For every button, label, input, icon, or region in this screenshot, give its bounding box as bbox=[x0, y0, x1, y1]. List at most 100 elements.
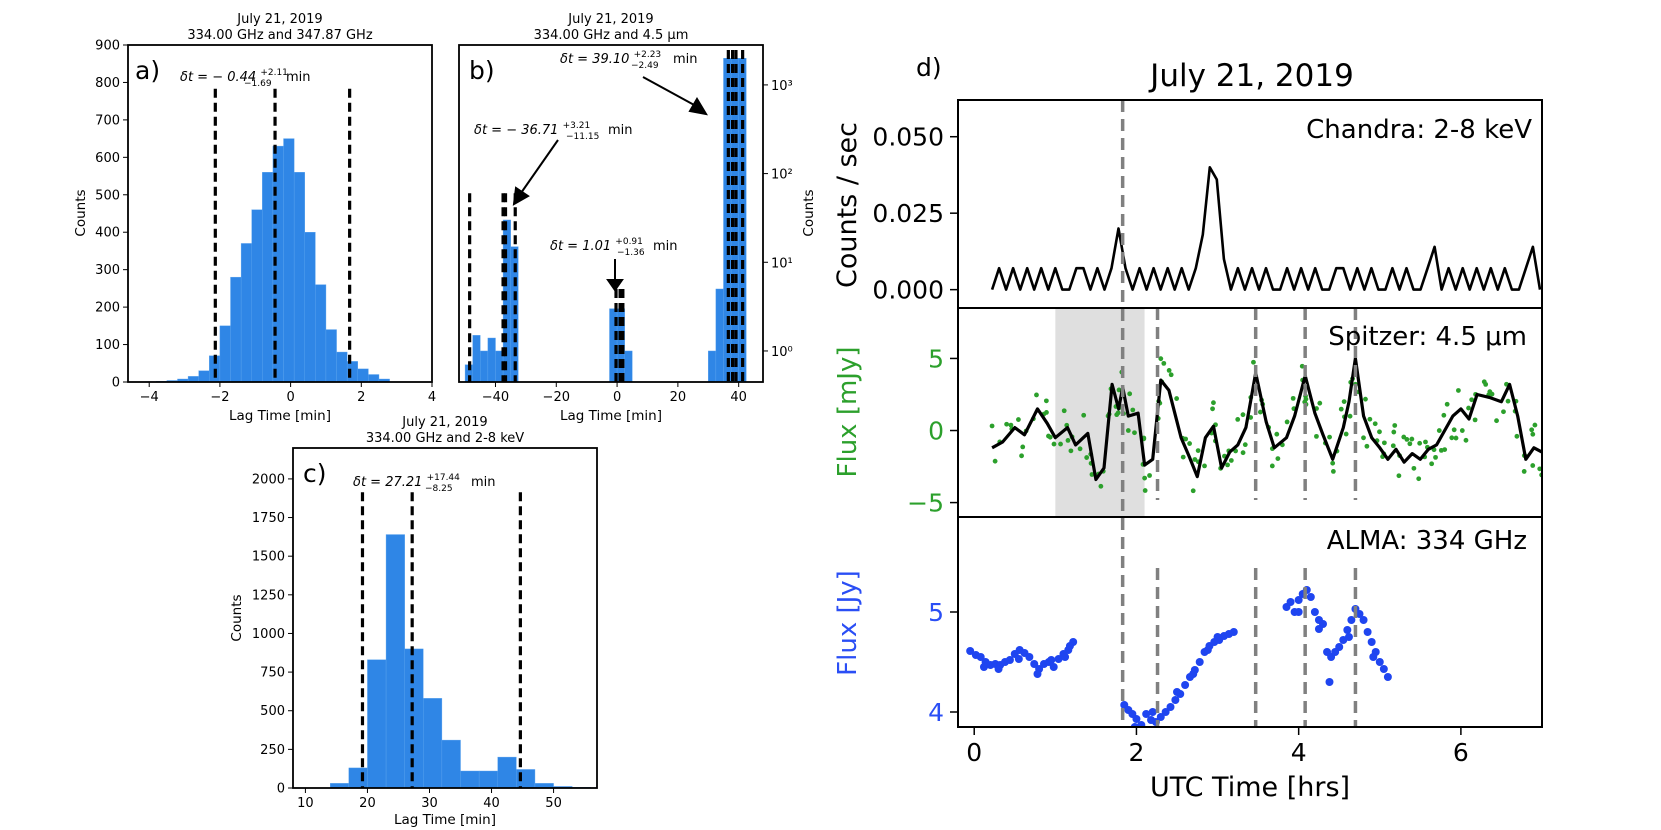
panel-c-bar bbox=[367, 659, 387, 788]
alma-point bbox=[976, 653, 985, 661]
panel-a-bar bbox=[378, 378, 390, 382]
spitzer-point bbox=[1341, 399, 1347, 404]
alma-ytick-label: 4 bbox=[928, 698, 944, 727]
alma-point bbox=[1335, 643, 1344, 651]
panel-c-ytick-label: 750 bbox=[260, 666, 285, 681]
panel-a-bar bbox=[304, 232, 316, 382]
alma-point bbox=[994, 665, 1003, 673]
spitzer-point bbox=[1127, 391, 1133, 397]
panel-c-ytick-label: 500 bbox=[260, 704, 285, 719]
alma-point bbox=[1383, 673, 1392, 681]
spitzer-point bbox=[1034, 392, 1039, 398]
panel-b-xtick-label: 40 bbox=[730, 390, 747, 405]
panel-c-bar bbox=[404, 648, 424, 788]
chandra-light-curve bbox=[990, 166, 1542, 291]
panel-b-title-line2: 334.00 GHz and 4.5 μm bbox=[534, 28, 689, 43]
panel-c-xtick-label: 30 bbox=[421, 796, 438, 811]
spitzer-point bbox=[1211, 400, 1216, 406]
alma-point bbox=[1203, 646, 1212, 654]
panel-c-bar bbox=[460, 770, 480, 788]
spitzer-point bbox=[1242, 442, 1248, 448]
alma-point bbox=[1294, 608, 1303, 616]
panel-b-bar bbox=[487, 337, 496, 382]
arrow-to-peak-minus37 bbox=[520, 139, 559, 194]
spitzer-point bbox=[1330, 469, 1336, 474]
panel-d-xtick-label: 4 bbox=[1291, 738, 1307, 767]
spitzer-point bbox=[1190, 488, 1196, 494]
panel-c-ytick-label: 0 bbox=[277, 782, 285, 797]
spitzer-point bbox=[1068, 448, 1074, 454]
panel-b-bar bbox=[480, 350, 489, 382]
arrowhead-peak-1 bbox=[606, 279, 624, 292]
panel-b-bar bbox=[472, 335, 481, 382]
panel-c-xtick-label: 40 bbox=[483, 796, 500, 811]
panel-a-bar bbox=[251, 209, 263, 382]
panel-a-xtick-label: −4 bbox=[140, 390, 159, 405]
panel-c-ytick-label: 1750 bbox=[252, 511, 285, 526]
spitzer-point bbox=[1303, 396, 1309, 402]
alma-point bbox=[1355, 610, 1364, 618]
spitzer-point bbox=[1529, 427, 1535, 433]
panel-c-ytick-label: 1250 bbox=[252, 588, 285, 603]
spitzer-shaded-region bbox=[1055, 309, 1145, 517]
spitzer-point bbox=[1489, 391, 1495, 397]
panel-c-label: c) bbox=[303, 459, 327, 488]
alma-point bbox=[1049, 663, 1058, 671]
spitzer-point bbox=[1404, 437, 1410, 442]
spitzer-point bbox=[1532, 422, 1538, 428]
spitzer-point bbox=[1166, 367, 1172, 373]
spitzer-point bbox=[1210, 406, 1215, 412]
panel-b-annotation-1-unit: min bbox=[673, 52, 698, 67]
spitzer-point bbox=[1392, 423, 1398, 428]
alma-point bbox=[1054, 655, 1063, 663]
spitzer-point bbox=[1004, 421, 1010, 427]
spitzer-point bbox=[1330, 460, 1336, 466]
panel-b-bar bbox=[624, 350, 633, 382]
panel-a-bar bbox=[198, 370, 210, 382]
panel-c-xtick-label: 20 bbox=[359, 796, 376, 811]
spitzer-point bbox=[1235, 416, 1241, 422]
panel-a-ytick-label: 100 bbox=[95, 338, 120, 353]
panel-a-ytick-label: 400 bbox=[95, 226, 120, 241]
spitzer-point bbox=[1132, 430, 1137, 436]
spitzer-point bbox=[1317, 400, 1323, 406]
spitzer-ytick-label: 0 bbox=[928, 417, 944, 446]
alma-point bbox=[1375, 658, 1384, 666]
panel-a-xtick-label: −2 bbox=[210, 390, 229, 405]
spitzer-point bbox=[1416, 476, 1422, 482]
spitzer-point bbox=[1043, 398, 1049, 404]
panel-b-annotation-2-main: δt = − 36.71 bbox=[474, 123, 558, 138]
spitzer-point bbox=[1409, 436, 1415, 442]
alma-ytick-label: 5 bbox=[928, 598, 944, 627]
spitzer-label: Spitzer: 4.5 μm bbox=[1328, 322, 1527, 352]
panel-c-annotation-main: δt = 27.21 bbox=[353, 475, 422, 490]
spitzer-point bbox=[1202, 463, 1207, 469]
panel-a-title-line1: July 21, 2019 bbox=[236, 12, 322, 27]
spitzer-point bbox=[1174, 396, 1180, 401]
panel-b-title-line1: July 21, 2019 bbox=[567, 12, 653, 27]
panel-a-bar bbox=[325, 329, 337, 382]
spitzer-point bbox=[1381, 440, 1387, 446]
alma-points bbox=[966, 586, 1392, 727]
alma-point bbox=[1229, 628, 1238, 636]
alma-point bbox=[1347, 616, 1356, 624]
spitzer-points bbox=[989, 356, 1542, 494]
spitzer-point bbox=[1347, 413, 1353, 419]
spitzer-point bbox=[1327, 434, 1332, 440]
panel-a-ticks: −4 −2 0 2 4 0 100 200 300 400 500 600 700 800 900 bbox=[95, 39, 436, 406]
spitzer-point bbox=[1417, 440, 1423, 446]
panel-a-xtick-label: 0 bbox=[286, 390, 294, 405]
alma-point bbox=[1181, 681, 1190, 689]
alma-point bbox=[1005, 656, 1014, 664]
panel-c-ylabel: Counts bbox=[229, 594, 245, 641]
panel-a-ytick-label: 0 bbox=[112, 376, 120, 391]
panel-c-title-line2: 334.00 GHz and 2-8 keV bbox=[366, 431, 524, 446]
alma-point bbox=[1148, 708, 1157, 716]
panel-c-bar bbox=[478, 770, 498, 788]
alma-point bbox=[1025, 653, 1034, 661]
alma-point bbox=[966, 647, 975, 655]
alma-point bbox=[1156, 713, 1165, 721]
spitzer-point bbox=[1046, 433, 1051, 439]
panel-a-title-line2: 334.00 GHz and 347.87 GHz bbox=[187, 28, 372, 43]
